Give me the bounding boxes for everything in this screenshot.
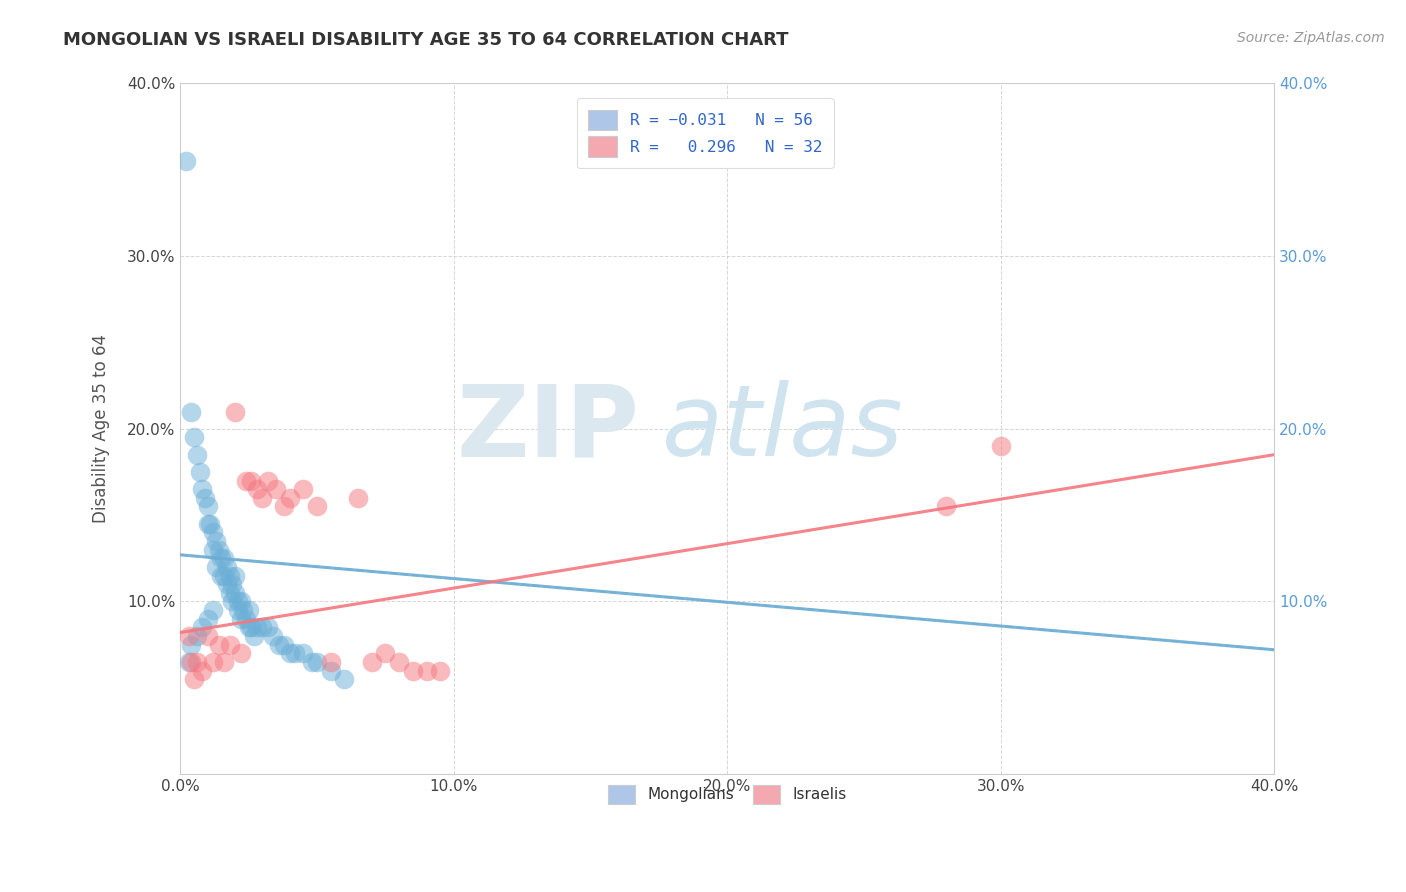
Point (292, 482, 315, 496)
Point (202, 542, 225, 557)
Point (197, 516, 219, 531)
Point (252, 491, 274, 505)
Point (307, 500, 329, 514)
Point (347, 491, 370, 505)
Point (333, 672, 356, 686)
Point (208, 542, 231, 557)
Point (360, 655, 382, 669)
Point (278, 491, 301, 505)
Point (301, 655, 323, 669)
Point (212, 551, 235, 566)
Point (262, 629, 284, 643)
Point (215, 560, 238, 574)
Point (180, 404, 202, 418)
Point (264, 482, 287, 496)
Point (229, 594, 252, 608)
Point (235, 612, 257, 626)
Point (221, 594, 243, 608)
Point (186, 655, 208, 669)
Point (374, 646, 396, 660)
Point (935, 500, 957, 514)
Point (208, 638, 231, 652)
Text: ZIP: ZIP (457, 380, 640, 477)
Point (226, 603, 249, 617)
Point (319, 655, 342, 669)
Point (202, 525, 225, 540)
Y-axis label: Disability Age 35 to 64: Disability Age 35 to 64 (93, 334, 110, 524)
Point (186, 448, 208, 462)
Point (183, 672, 205, 686)
Point (990, 439, 1012, 453)
Point (183, 430, 205, 444)
Point (218, 638, 240, 652)
Point (243, 629, 266, 643)
Point (273, 638, 295, 652)
Point (252, 620, 274, 634)
Point (292, 646, 315, 660)
Point (284, 646, 307, 660)
Point (197, 500, 219, 514)
Point (186, 629, 208, 643)
Legend: Mongolians, Israelis: Mongolians, Israelis (598, 773, 858, 814)
Point (307, 655, 329, 669)
Point (202, 655, 225, 669)
Point (209, 551, 232, 566)
Point (238, 603, 260, 617)
Point (205, 560, 228, 574)
Point (191, 482, 214, 496)
Point (205, 534, 228, 549)
Point (224, 568, 246, 582)
Point (319, 664, 342, 678)
Point (232, 603, 254, 617)
Point (200, 516, 222, 531)
Point (415, 664, 437, 678)
Point (229, 646, 252, 660)
Point (257, 620, 280, 634)
Point (212, 655, 235, 669)
Text: MONGOLIAN VS ISRAELI DISABILITY AGE 35 TO 64 CORRELATION CHART: MONGOLIAN VS ISRAELI DISABILITY AGE 35 T… (63, 31, 789, 49)
Point (238, 620, 260, 634)
Point (191, 620, 214, 634)
Point (180, 638, 202, 652)
Point (240, 474, 263, 488)
Point (174, 154, 197, 169)
Point (224, 586, 246, 600)
Point (202, 603, 225, 617)
Point (235, 474, 257, 488)
Point (257, 474, 280, 488)
Point (278, 646, 301, 660)
Point (180, 655, 202, 669)
Point (218, 586, 240, 600)
Point (224, 404, 246, 418)
Point (429, 664, 451, 678)
Point (209, 568, 232, 582)
Point (177, 655, 200, 669)
Point (402, 664, 425, 678)
Point (215, 577, 238, 591)
Point (246, 620, 269, 634)
Point (188, 465, 211, 479)
Point (197, 612, 219, 626)
Point (388, 655, 411, 669)
Point (267, 638, 290, 652)
Text: atlas: atlas (662, 380, 903, 477)
Point (197, 629, 219, 643)
Text: Source: ZipAtlas.com: Source: ZipAtlas.com (1237, 31, 1385, 45)
Point (212, 568, 235, 582)
Point (226, 594, 249, 608)
Point (229, 612, 252, 626)
Point (194, 491, 217, 505)
Point (221, 577, 243, 591)
Point (246, 482, 269, 496)
Point (177, 629, 200, 643)
Point (191, 664, 214, 678)
Point (240, 620, 263, 634)
Point (218, 568, 240, 582)
Point (273, 500, 295, 514)
